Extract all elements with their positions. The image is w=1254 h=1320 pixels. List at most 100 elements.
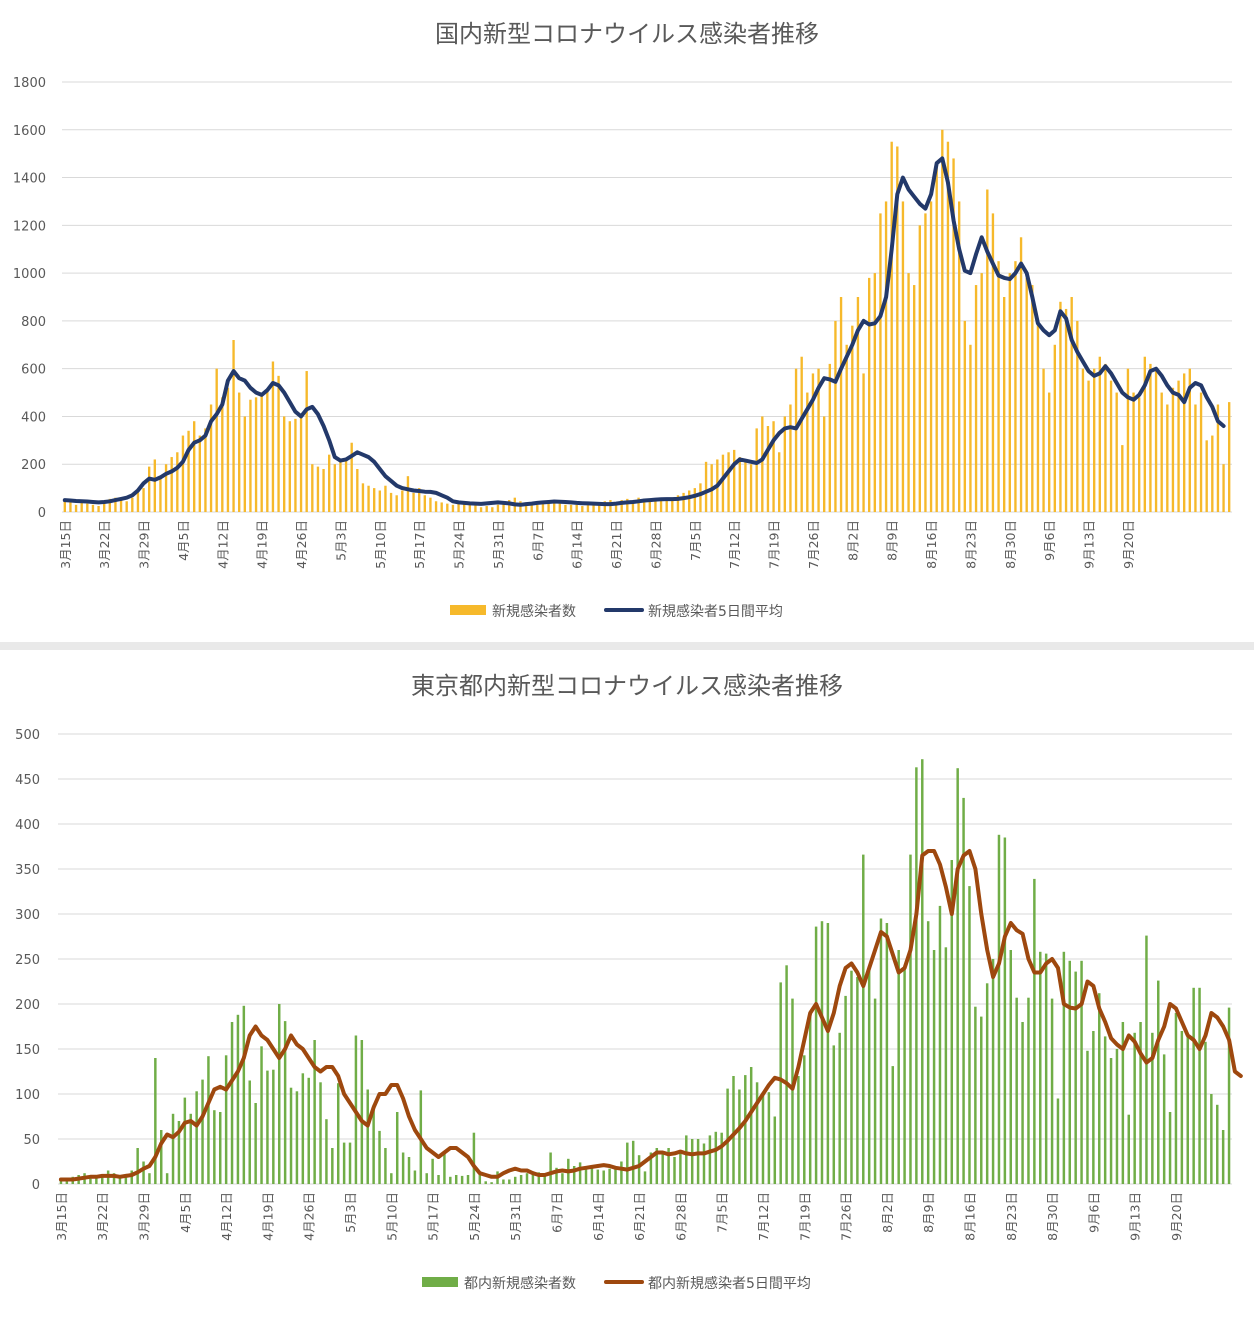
tokyo-x-tick-label: 7月26日: [839, 1192, 854, 1241]
national-bar: [659, 497, 663, 512]
national-y-tick-label: 1600: [13, 124, 46, 139]
national-bar: [727, 452, 730, 512]
national-bar: [783, 416, 786, 512]
national-bar: [839, 297, 843, 512]
national-bar: [322, 469, 325, 512]
tokyo-bar: [643, 1171, 647, 1184]
tokyo-bar: [112, 1173, 116, 1184]
tokyo-y-tick-label: 100: [15, 1088, 40, 1103]
tokyo-x-tick-label: 9月13日: [1128, 1192, 1143, 1241]
national-x-tick-label: 6月28日: [648, 520, 663, 569]
national-bar: [305, 371, 308, 512]
tokyo-bar: [508, 1179, 511, 1184]
national-x-tick-label: 3月15日: [58, 520, 73, 569]
national-x-tick-label: 5月3日: [333, 520, 348, 561]
national-bar: [1036, 320, 1040, 512]
tokyo-bar: [1216, 1104, 1219, 1184]
national-bar: [176, 452, 179, 512]
tokyo-bar: [272, 1069, 275, 1184]
national-bar: [631, 500, 635, 512]
tokyo-bar: [95, 1176, 98, 1184]
national-bar: [665, 500, 668, 512]
tokyo-x-tick-label: 9月20日: [1169, 1192, 1184, 1241]
national-bar: [1098, 356, 1101, 512]
national-bar: [221, 397, 224, 512]
national-bar: [772, 421, 775, 512]
tokyo-bar: [1103, 1036, 1107, 1184]
national-x-tick-label: 7月19日: [767, 520, 782, 569]
tokyo-x-tick-label: 4月26日: [302, 1192, 317, 1241]
tokyo-title: 東京都内新型コロナウイルス感染者推移: [411, 672, 843, 700]
national-bar: [868, 277, 871, 512]
national-x-tick-label: 3月29日: [137, 520, 152, 569]
national-bar: [1115, 392, 1118, 512]
national-bar: [564, 504, 567, 512]
national-bar: [1059, 301, 1062, 512]
tokyo-y-tick-label: 250: [15, 953, 40, 968]
national-bar: [1205, 440, 1208, 512]
national-bar: [423, 495, 426, 512]
tokyo-bar: [820, 921, 824, 1184]
tokyo-bar: [850, 970, 853, 1184]
national-bar: [704, 461, 708, 512]
tokyo-bar: [165, 1173, 169, 1184]
tokyo-bar: [319, 1082, 322, 1184]
tokyo-bar: [307, 1077, 310, 1184]
tokyo-y-tick-label: 400: [15, 818, 40, 833]
national-bar: [86, 503, 89, 512]
tokyo-bar: [1050, 998, 1054, 1184]
national-bar: [1160, 392, 1163, 512]
tokyo-bar: [1086, 1050, 1089, 1184]
tokyo-bar: [1204, 1041, 1207, 1184]
national-y-tick-label: 1800: [13, 76, 46, 91]
tokyo-bar: [59, 1179, 63, 1184]
tokyo-bar: [142, 1161, 145, 1184]
tokyo-bar: [1221, 1130, 1225, 1184]
tokyo-bar: [773, 1116, 777, 1184]
national-bar: [468, 502, 471, 512]
national-bar: [373, 488, 376, 512]
tokyo-bar: [962, 797, 965, 1184]
national-bar: [170, 457, 173, 512]
national-legend-bar-swatch: [450, 605, 486, 615]
national-x-tick-label: 9月13日: [1082, 520, 1097, 569]
tokyo-bar: [608, 1168, 611, 1184]
national-bar: [74, 504, 78, 512]
tokyo-bar: [797, 1076, 800, 1184]
national-bar: [1199, 392, 1203, 512]
tokyo-x-tick-label: 6月28日: [673, 1192, 688, 1241]
tokyo-legend-line-label: 都内新規感染者5日間平均: [648, 1275, 811, 1292]
tokyo-bar: [631, 1140, 635, 1184]
national-x-tick-label: 8月9日: [885, 520, 900, 561]
national-chart: 国内新型コロナウイルス感染者推移 0 200 400 600 800 1000 1200 140…: [13, 20, 1232, 620]
national-bar: [333, 464, 336, 512]
national-bar: [254, 397, 258, 512]
national-x-tick-label: 7月26日: [806, 520, 821, 569]
national-bar: [1177, 380, 1180, 512]
tokyo-bar: [1021, 1022, 1024, 1184]
national-bar: [586, 503, 590, 512]
national-bar: [277, 375, 280, 512]
tokyo-bar: [236, 1014, 240, 1184]
tokyo-bar: [413, 1170, 417, 1184]
tokyo-bar: [1080, 960, 1083, 1184]
tokyo-bar: [1115, 1049, 1119, 1184]
national-bar: [794, 368, 798, 512]
tokyo-bar: [366, 1089, 369, 1184]
national-bar: [1031, 285, 1034, 512]
national-bar: [243, 416, 246, 512]
tokyo-bar: [903, 968, 906, 1184]
tokyo-bar: [1151, 1032, 1154, 1184]
tokyo-bar: [555, 1167, 558, 1184]
national-bar: [1188, 368, 1191, 512]
national-bar: [699, 483, 702, 512]
tokyo-bar: [685, 1135, 688, 1184]
national-bar: [1149, 363, 1152, 512]
tokyo-bar: [921, 759, 924, 1184]
tokyo-bar: [1139, 1022, 1142, 1184]
national-x-tick-label: 8月16日: [924, 520, 939, 569]
national-bar: [823, 416, 826, 512]
tokyo-x-tick-label: 5月24日: [467, 1192, 482, 1241]
national-bar: [682, 492, 685, 512]
tokyo-x-tick-label: 4月5日: [178, 1192, 193, 1233]
